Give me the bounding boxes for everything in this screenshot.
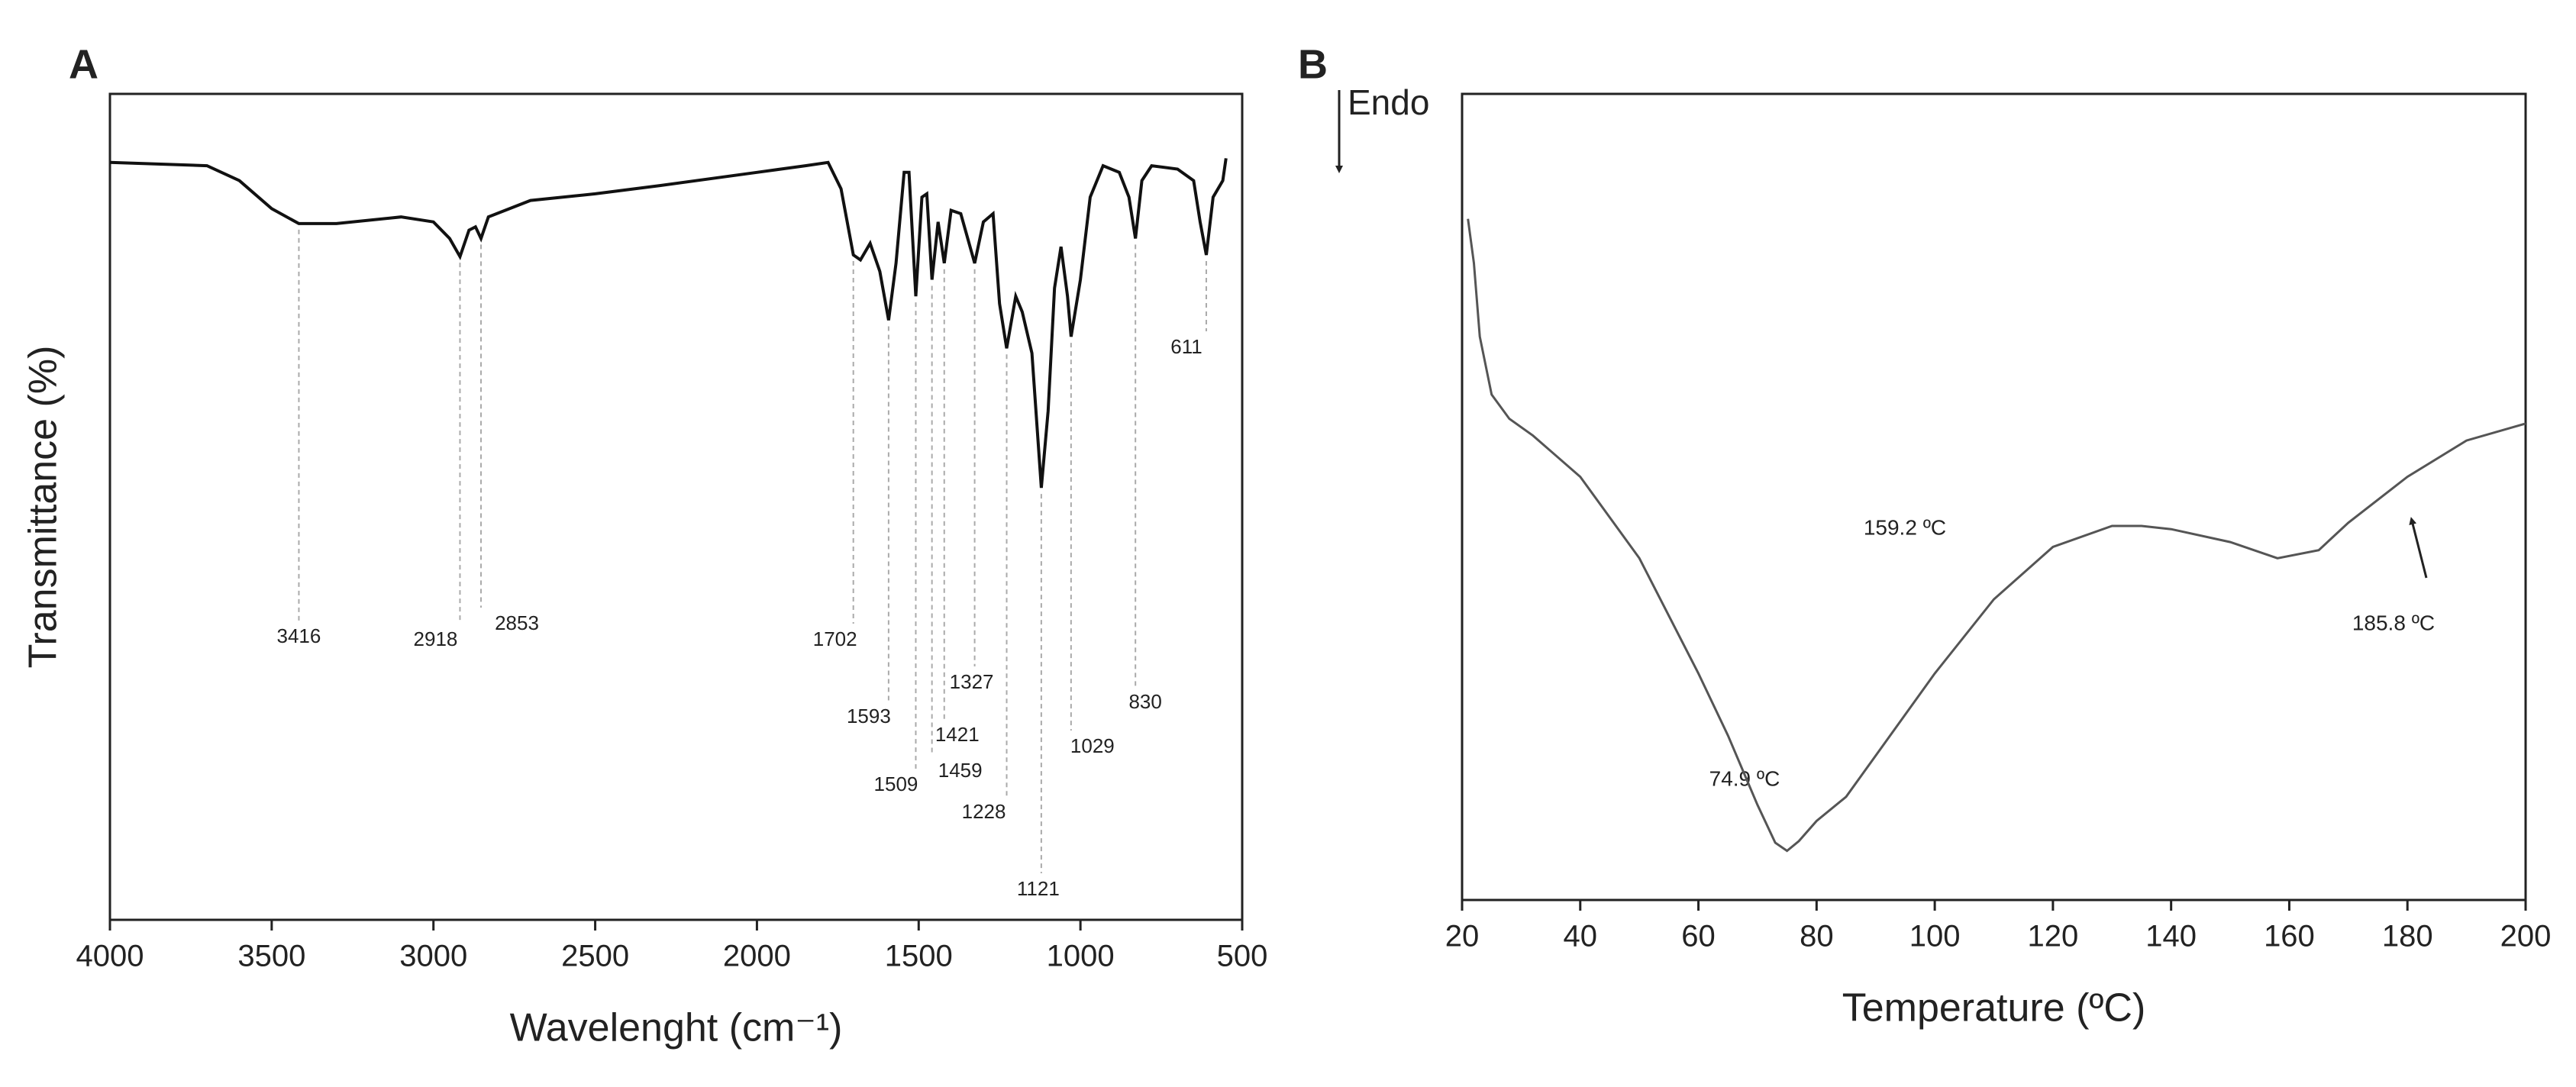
x-tick-label: 40: [1564, 920, 1598, 953]
peak-label: 1421: [935, 723, 980, 746]
x-tick-label: 140: [2145, 920, 2197, 953]
peak-label: 1029: [1070, 734, 1115, 757]
line-series: [109, 158, 1228, 489]
x-tick-label: 4000: [76, 940, 144, 973]
annotation: 159.2 ºC: [1864, 515, 1946, 539]
peak-label: 1327: [950, 670, 994, 693]
peak-label: 3416: [277, 624, 321, 647]
x-tick-label: 100: [1909, 920, 1961, 953]
annotation: 74.9 ºC: [1709, 766, 1780, 790]
x-tick-label: 120: [2028, 920, 2079, 953]
x-tick-label: 2000: [723, 940, 791, 973]
peak-label: 2918: [414, 627, 458, 650]
x-tick-label: 500: [1217, 940, 1268, 973]
peak-label: 1121: [1017, 877, 1060, 900]
x-tick-label: 80: [1800, 920, 1834, 953]
x-tick-label: 160: [2264, 920, 2315, 953]
y-axis-label: Transmittance (%): [21, 346, 66, 669]
x-tick-label: 180: [2382, 920, 2433, 953]
peak-label: 1702: [813, 627, 857, 650]
peak-label: 830: [1128, 690, 1161, 713]
peak-label: 1509: [874, 773, 918, 795]
plot-frame: [1461, 92, 2527, 902]
peak-label: 1459: [938, 759, 983, 782]
x-axis-label: Temperature (ºC): [1842, 986, 2146, 1031]
peak-label: 2853: [495, 611, 539, 634]
y-axis-label: Endo: [1348, 82, 1429, 122]
panel-label: A: [69, 41, 98, 87]
peak-label: 611: [1170, 335, 1202, 358]
line-series: [1467, 218, 2526, 853]
x-tick-label: 200: [2500, 920, 2552, 953]
x-tick-label: 2500: [561, 940, 629, 973]
x-axis-label: Wavelenght (cm⁻¹): [510, 1006, 843, 1050]
peak-label: 1228: [962, 800, 1006, 823]
peak-label: 1593: [847, 705, 891, 727]
annotation: 185.8 ºC: [2352, 611, 2435, 634]
annotation-arrow: [2409, 517, 2428, 579]
x-tick-label: 20: [1445, 920, 1480, 953]
panel-label: B: [1298, 41, 1328, 87]
x-tick-label: 3000: [399, 940, 467, 973]
x-tick-label: 3500: [237, 940, 305, 973]
x-tick-label: 1500: [885, 940, 953, 973]
x-tick-label: 60: [1681, 920, 1716, 953]
x-tick-label: 1000: [1047, 940, 1115, 973]
plot-frame: [108, 92, 1244, 921]
